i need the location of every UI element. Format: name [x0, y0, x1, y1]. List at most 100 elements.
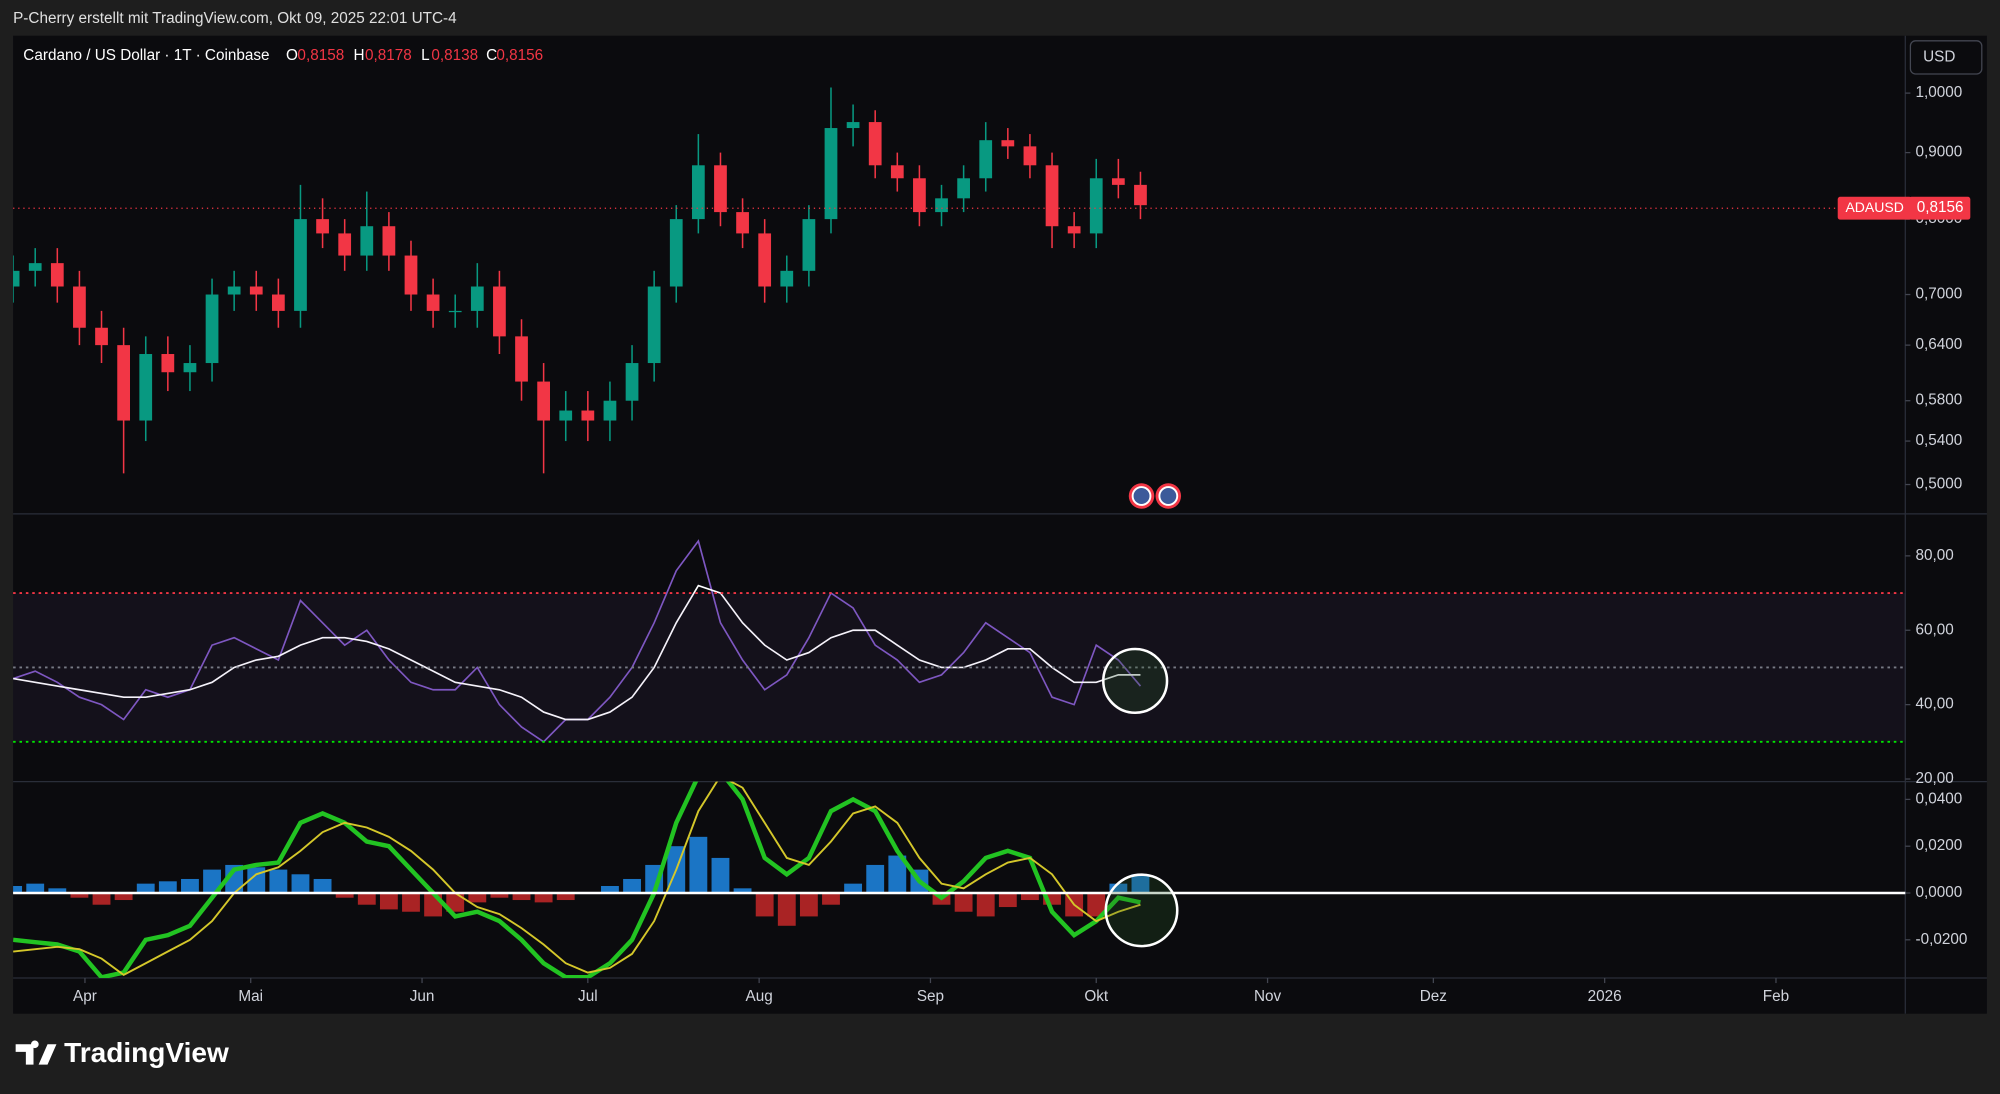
y-tick-label: 0,7000 — [1915, 286, 1962, 303]
histogram-bar — [556, 893, 575, 901]
event-icon — [1158, 486, 1179, 506]
logo: TradingView — [15, 1037, 229, 1068]
x-tick-label: Dez — [1420, 988, 1447, 1005]
candle-body — [1089, 178, 1103, 234]
candle-body — [493, 286, 506, 337]
histogram-bar — [291, 874, 310, 894]
candle-body — [1067, 226, 1081, 234]
histogram-bar — [976, 893, 995, 917]
candle-body — [581, 410, 595, 421]
caption: P-Cherry erstellt mit TradingView.com, O… — [13, 10, 457, 27]
ohlc-value: 0,8178 — [365, 47, 412, 64]
y-tick-label: 1,0000 — [1915, 84, 1962, 101]
histogram-bar — [1021, 893, 1039, 901]
candle-body — [382, 226, 396, 256]
candle-body — [979, 140, 993, 179]
candle-body — [139, 354, 153, 421]
candle-body — [227, 286, 241, 295]
candle-body — [846, 122, 860, 129]
y-tick-label: 0,5800 — [1915, 392, 1962, 409]
candle-body — [515, 336, 528, 382]
histogram-bar — [490, 893, 509, 898]
x-tick-label: Feb — [1763, 988, 1789, 1005]
histogram-bar — [755, 893, 774, 917]
ohlc-key: L — [421, 47, 430, 64]
candle-body — [691, 165, 705, 220]
candle-body — [73, 286, 86, 328]
symbol-tag: ADAUSD — [1845, 199, 1903, 215]
candle-body — [1023, 146, 1037, 166]
candle-body — [271, 294, 285, 311]
candle-body — [669, 219, 683, 287]
candle-body — [1045, 165, 1059, 227]
histogram-bar — [92, 893, 111, 905]
annotation-circle — [1104, 873, 1179, 948]
candle-body — [1134, 184, 1147, 206]
candle-body — [1111, 178, 1125, 185]
x-tick-label: 2026 — [1588, 988, 1622, 1005]
candle-body — [824, 128, 838, 220]
histogram-bar — [1087, 893, 1106, 917]
y-tick-label: 0,5400 — [1915, 432, 1962, 449]
series-line — [13, 781, 1141, 977]
histogram-bar — [1131, 874, 1150, 894]
x-tick-label: Apr — [73, 988, 97, 1005]
histogram-bar — [26, 883, 45, 894]
histogram-bar — [48, 888, 67, 894]
candle-body — [95, 327, 108, 346]
pane-marks — [13, 87, 1147, 474]
y-tick-label: 0,0000 — [1915, 884, 1962, 901]
histogram-bar — [158, 881, 177, 894]
ohlc-key: C — [486, 47, 497, 64]
candle-body — [205, 294, 219, 364]
y-tick-label: 0,0400 — [1915, 790, 1962, 807]
x-tick-label: Aug — [746, 988, 773, 1005]
candle-body — [758, 233, 772, 287]
histogram-bar — [335, 893, 354, 898]
candle-body — [559, 410, 573, 421]
candle-body — [294, 219, 307, 311]
candle-body — [802, 219, 816, 271]
candle-body — [714, 165, 727, 213]
histogram-bar — [13, 885, 23, 894]
x-tick-label: Okt — [1084, 988, 1109, 1005]
histogram-bar — [1109, 883, 1128, 894]
symbol: Cardano / US Dollar · 1T · Coinbase — [23, 47, 269, 64]
candle-body — [426, 294, 440, 311]
histogram-bar — [954, 893, 973, 912]
ohlc-value: 0,8138 — [431, 47, 478, 64]
y-tick-label: 0,9000 — [1915, 144, 1962, 161]
histogram-bar — [711, 857, 730, 894]
histogram-bar — [357, 893, 376, 905]
event-icon — [1131, 486, 1152, 506]
candle-body — [890, 165, 904, 179]
y-tick-label: 0,5000 — [1915, 476, 1962, 493]
histogram-bar — [1043, 893, 1061, 905]
histogram-bar — [844, 883, 863, 894]
y-tick-label: 80,00 — [1915, 547, 1953, 564]
histogram-bar — [623, 878, 641, 894]
ohlc-value: 0,8158 — [297, 47, 344, 64]
logo-icon — [15, 1040, 57, 1065]
chart-area — [13, 35, 1987, 1014]
histogram-bar — [534, 893, 553, 903]
x-tick-label: Mai — [238, 988, 263, 1005]
y-tick-label: 0,0200 — [1915, 837, 1962, 854]
ohlc-value: 0,8156 — [496, 47, 543, 64]
histogram-bar — [689, 836, 708, 894]
price-tag — [1909, 196, 1971, 220]
candle-body — [404, 255, 418, 295]
x-tick-label: Sep — [917, 988, 944, 1005]
annotation-circle — [1102, 647, 1169, 715]
currency-button[interactable] — [1909, 40, 1983, 75]
histogram-bar — [822, 893, 840, 905]
histogram-bar — [777, 893, 796, 926]
histogram-bar — [181, 878, 199, 894]
histogram-bar — [136, 883, 155, 894]
histogram-bar — [203, 869, 221, 894]
currency: USD — [1923, 48, 1955, 65]
ohlc-key: H — [354, 47, 365, 64]
histogram-bar — [468, 893, 487, 903]
